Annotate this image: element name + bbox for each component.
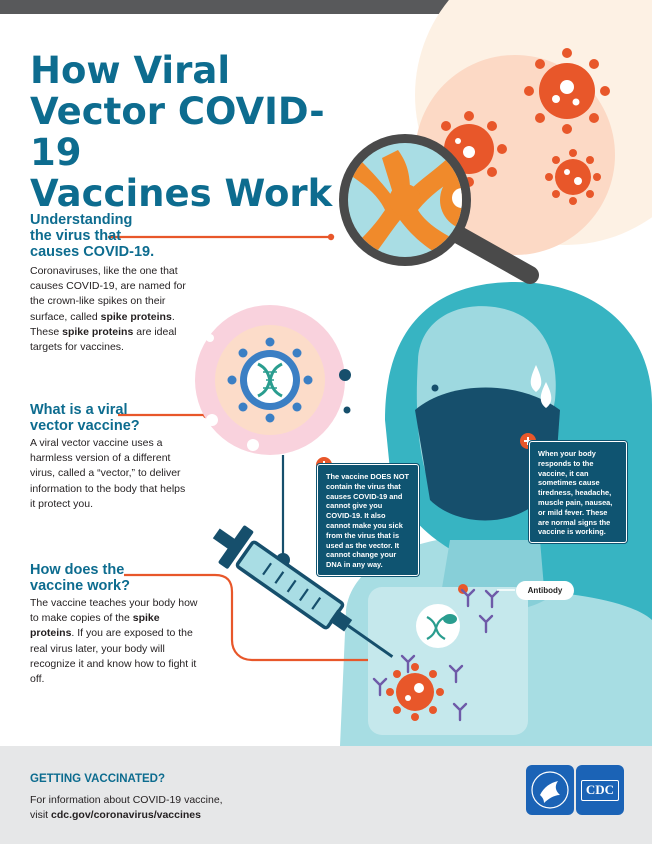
coronavirus-icon xyxy=(545,149,601,205)
hhs-eagle-icon xyxy=(531,771,569,809)
callout-side-effects: When your body responds to the vaccine, … xyxy=(529,441,627,543)
footer-link[interactable]: cdc.gov/coronavirus/vaccines xyxy=(51,809,201,821)
section-heading-viral-vector: What is a viral vector vaccine? xyxy=(30,402,140,434)
syringe-icon xyxy=(212,525,394,658)
dna-icon xyxy=(257,362,283,398)
section-body-how-it-works: The vaccine teaches your body how to mak… xyxy=(30,597,198,686)
connector-line xyxy=(124,573,400,662)
connector-dot xyxy=(327,233,335,241)
antibody-label: Antibody xyxy=(516,581,574,600)
callout-vaccine-safety: The vaccine DOES NOT contain the virus t… xyxy=(317,464,419,576)
section-heading-how-it-works: How does the vaccine work? xyxy=(30,562,130,594)
immune-cell-illustration xyxy=(368,584,528,735)
section-body-viral-vector: A viral vector vaccine uses a harmless v… xyxy=(30,437,186,510)
footer-heading: GETTING VACCINATED? xyxy=(30,773,166,785)
cdc-logo-text: CDC xyxy=(581,780,619,801)
hhs-logo xyxy=(526,765,574,815)
page-title: How Viral Vector COVID-19 Vaccines Work xyxy=(30,49,333,215)
section-body-understanding: Coronaviruses, like the one that causes … xyxy=(30,265,186,354)
coronavirus-icon xyxy=(524,48,610,134)
viral-vector-illustration xyxy=(195,305,351,455)
antibody-icon xyxy=(372,588,500,722)
footer-text: For information about COVID-19 vaccine, v… xyxy=(30,794,223,821)
magnifying-glass-icon xyxy=(339,134,539,284)
cdc-logo xyxy=(576,765,624,815)
section-heading-understanding: Understanding the virus that causes COVI… xyxy=(30,212,155,260)
